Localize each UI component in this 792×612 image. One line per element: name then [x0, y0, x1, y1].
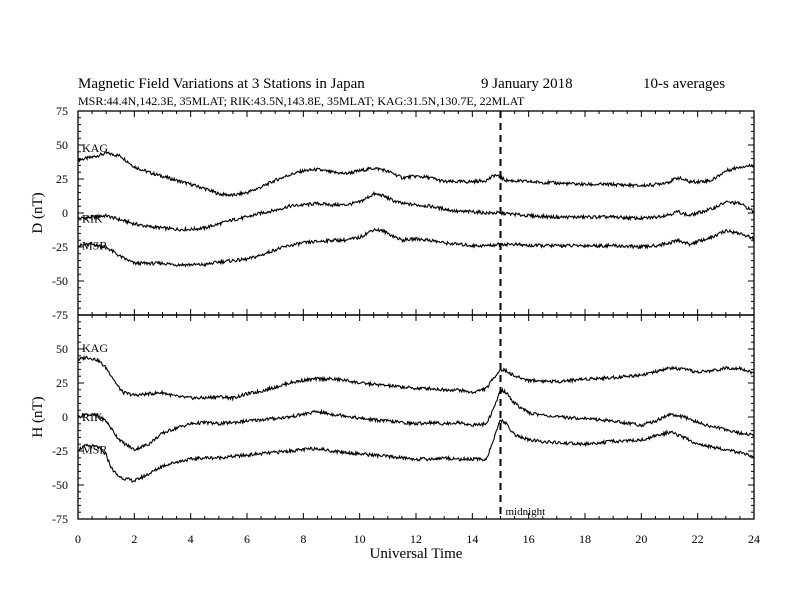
figure-date: 9 January 2018	[481, 76, 573, 92]
h-series-msr	[77, 418, 755, 483]
xtick-label: 20	[635, 532, 647, 546]
h-series-label-msr: MSR	[82, 443, 107, 457]
h-ytick-label: -25	[52, 444, 68, 458]
d-ytick-label: 25	[56, 172, 68, 186]
d-series-label-kag: KAG	[82, 141, 108, 155]
h-ytick-label: -50	[52, 478, 68, 492]
xtick-label: 2	[131, 532, 137, 546]
d-component-panel: -75 -50 -25 0 25 50 75 D (nT) KAG RIK MSR	[30, 104, 755, 322]
x-axis-label: Universal Time	[370, 546, 463, 562]
xtick-label: 24	[748, 532, 760, 546]
xtick-label: 12	[410, 532, 422, 546]
d-ytick-label: 75	[56, 104, 68, 118]
h-ytick-label: 50	[56, 342, 68, 356]
d-ytick-label: -75	[52, 308, 68, 322]
xtick-label: 4	[188, 532, 194, 546]
h-series-label-rik: RIK	[82, 410, 103, 424]
xtick-label: 6	[244, 532, 250, 546]
xtick-label: 18	[579, 532, 591, 546]
d-ytick-label: 0	[62, 206, 68, 220]
d-series-label-rik: RIK	[82, 211, 103, 225]
d-series-rik	[77, 190, 755, 232]
d-ytick-label: -50	[52, 274, 68, 288]
d-series-msr	[77, 227, 755, 268]
xtick-label: 8	[300, 532, 306, 546]
xtick-label: 0	[75, 532, 81, 546]
xtick-label: 22	[692, 532, 704, 546]
midnight-label: midnight	[506, 506, 546, 518]
figure-title: Magnetic Field Variations at 3 Stations …	[78, 76, 365, 92]
h-series-kag	[77, 354, 755, 402]
xtick-label: 16	[523, 532, 535, 546]
h-ytick-label: 25	[56, 376, 68, 390]
d-ytick-label: -25	[52, 240, 68, 254]
h-ytick-label: 0	[62, 410, 68, 424]
stations-info: MSR:44.4N,142.3E, 35MLAT; RIK:43.5N,143.…	[78, 94, 525, 108]
averaging-label: 10-s averages	[643, 76, 725, 92]
d-ytick-label: 50	[56, 138, 68, 152]
d-y-axis-label: D (nT)	[30, 192, 46, 233]
d-series-label-msr: MSR	[82, 239, 107, 253]
h-series-label-kag: KAG	[82, 341, 108, 355]
d-plot-frame	[77, 110, 755, 316]
h-ytick-label: -75	[52, 512, 68, 526]
xtick-label: 10	[354, 532, 366, 546]
h-y-axis-label: H (nT)	[30, 396, 46, 437]
d-series-kag	[77, 151, 755, 198]
xtick-label: 14	[466, 532, 478, 546]
h-series-rik	[77, 387, 755, 452]
h-plot-frame	[77, 314, 755, 520]
